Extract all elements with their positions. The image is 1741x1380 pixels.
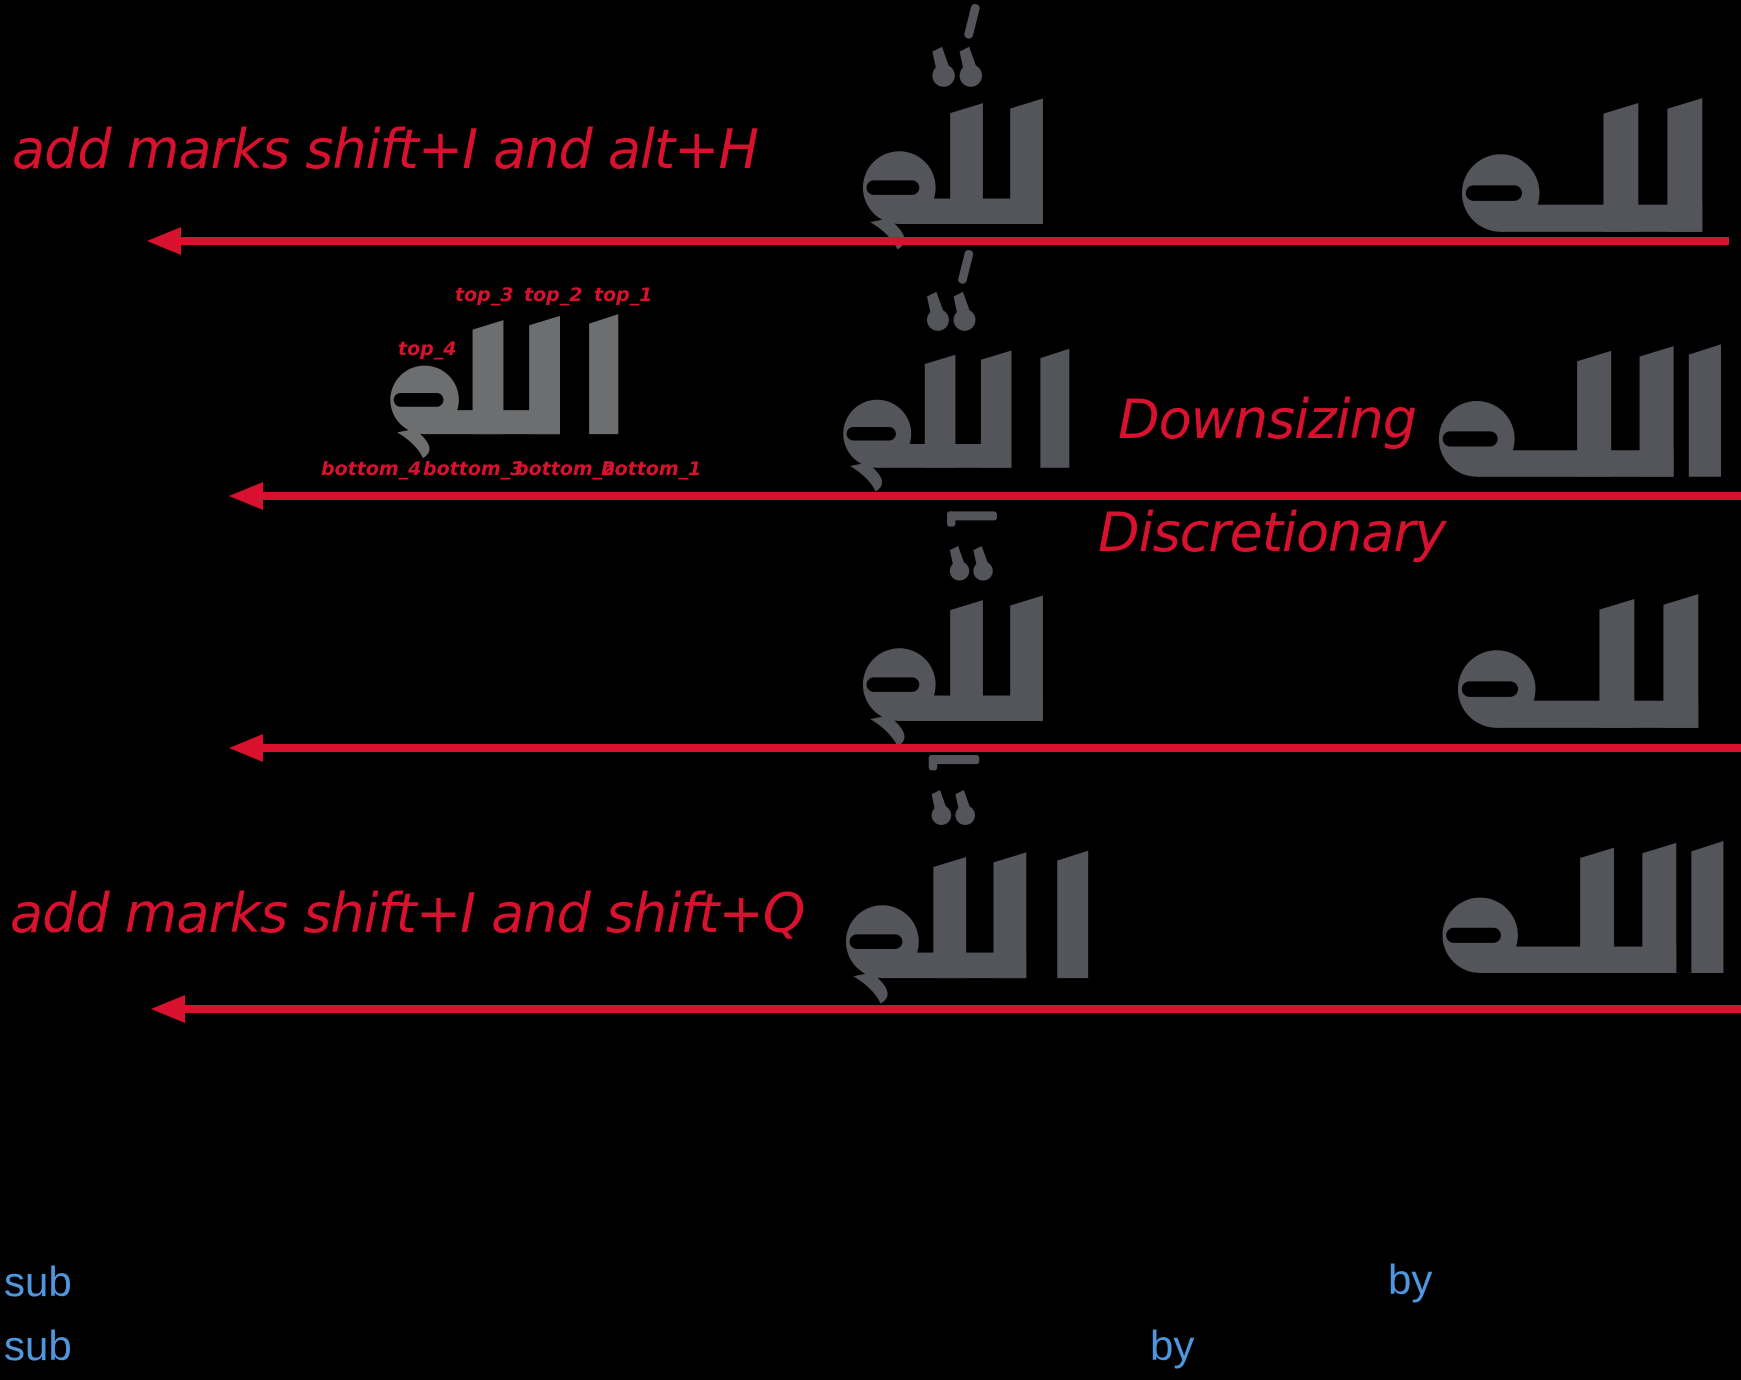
code-keyword-sub-line1: sub: [4, 1258, 72, 1305]
shadda-superscript-alef-icon: [918, 248, 986, 334]
row2-annotation: Downsizing: [1118, 388, 1417, 451]
row4-annotation: add marks shift+I and shift+Q: [10, 882, 805, 945]
shadda-superscript-alef-icon: [922, 2, 994, 90]
allah-ligature-row3-result: [852, 592, 1052, 750]
left-arrow-icon: [229, 482, 1741, 510]
allah-ligature-row1-source: [1460, 96, 1712, 232]
anchor-label-bottom-1: bottom_1: [601, 458, 702, 480]
code-keyword-by-line1: by: [1388, 1256, 1433, 1303]
allah-ligature-row2-source: [1437, 344, 1721, 477]
allah-ligature-anchor-diagram: [380, 312, 620, 462]
anchor-label-bottom-2: bottom_2: [515, 458, 616, 480]
anchor-label-bottom-3: bottom_3: [423, 458, 524, 480]
allah-ligature-row4-result: [835, 840, 1090, 1016]
allah-ligature-row3-source: [1456, 592, 1708, 728]
code-keyword-by-line2: by: [1150, 1322, 1195, 1369]
allah-ligature-row2-result: [833, 342, 1071, 500]
shadda-flat-alef-icon: [926, 752, 982, 828]
anchor-label-bottom-4: bottom_4: [321, 458, 422, 480]
left-arrow-icon: [151, 995, 1741, 1023]
left-arrow-icon: [229, 734, 1741, 762]
code-keyword-sub-line2: sub: [4, 1322, 72, 1369]
allah-ligature-row1-result: [852, 88, 1052, 260]
shadda-flat-alef-icon: [944, 510, 1000, 582]
left-arrow-icon: [147, 227, 1729, 255]
anchor-label-top-3: top_3: [455, 284, 514, 306]
allah-ligature-row4-source: [1440, 841, 1724, 973]
anchor-label-top-2: top_2: [524, 284, 583, 306]
anchor-label-top-1: top_1: [594, 284, 653, 306]
row1-annotation: add marks shift+I and alt+H: [12, 118, 759, 181]
row3-annotation: Discretionary: [1098, 501, 1447, 564]
anchor-label-top-4: top_4: [398, 338, 457, 360]
